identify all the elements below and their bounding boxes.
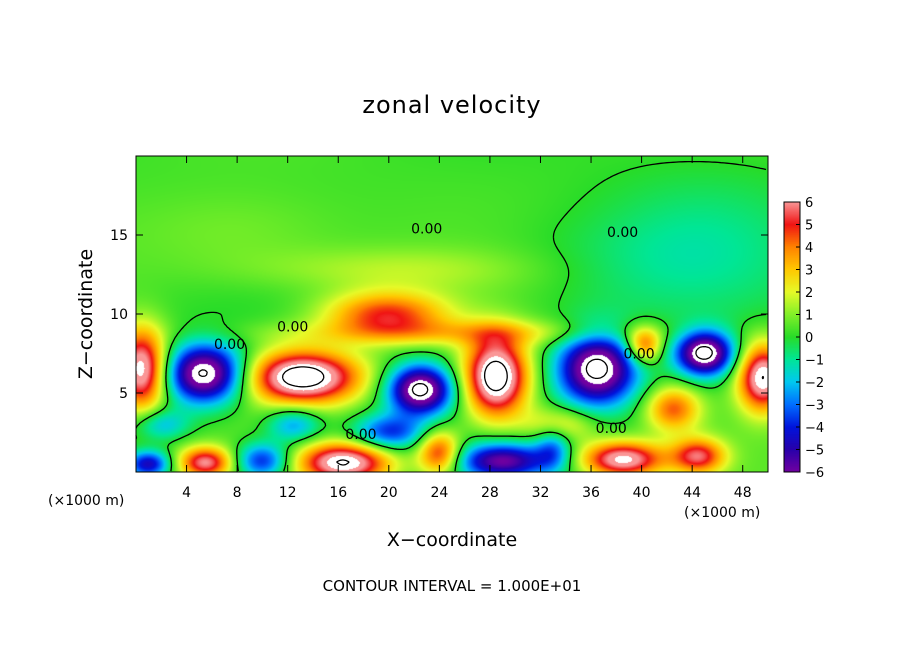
colorbar-tick-label: 4 bbox=[805, 241, 813, 256]
x-tick-label: 12 bbox=[279, 485, 297, 501]
y-axis-label: Z−coordinate bbox=[75, 249, 97, 379]
colorbar-tick-label: −3 bbox=[805, 399, 824, 414]
contour-label: 0.00 bbox=[607, 225, 638, 241]
contour-label: 0.00 bbox=[596, 421, 627, 437]
contour-line bbox=[198, 345, 713, 397]
colorbar: 6 5 4 3 2 1 0 −1 −2 −3 −4 −5 −6 bbox=[783, 196, 824, 481]
contour-label: 0.00 bbox=[214, 337, 245, 353]
plot-area: 0.00 0.00 0.00 0.00 0.00 0.00 0.00 bbox=[135, 155, 769, 473]
contour-label: 0.00 bbox=[345, 427, 376, 443]
colorbar-tick-label: 3 bbox=[805, 264, 813, 279]
x-axis-ticks: 4 8 12 16 20 24 28 32 36 40 44 48 bbox=[182, 156, 752, 501]
y-axis-ticks: 5 10 15 bbox=[110, 228, 768, 402]
contour-label: 0.00 bbox=[623, 347, 654, 363]
x-tick-label: 48 bbox=[734, 485, 752, 501]
velocity-field bbox=[136, 156, 768, 472]
colorbar-tick-label: 6 bbox=[805, 196, 813, 211]
colorbar-ticks: 6 5 4 3 2 1 0 −1 −2 −3 −4 −5 −6 bbox=[796, 196, 824, 481]
x-tick-label: 32 bbox=[532, 485, 550, 501]
colorbar-tick-label: 2 bbox=[805, 286, 813, 301]
x-axis-label: X−coordinate bbox=[387, 529, 517, 551]
contour-interval-note: CONTOUR INTERVAL = 1.000E+01 bbox=[323, 577, 582, 595]
contour-label: 0.00 bbox=[411, 222, 442, 238]
colorbar-tick-label: −5 bbox=[805, 444, 824, 459]
colorbar-tick-label: 1 bbox=[805, 309, 813, 324]
y-tick-label: 5 bbox=[119, 386, 128, 402]
colorbar-tick-label: 5 bbox=[805, 219, 813, 234]
contour-labels: 0.00 0.00 0.00 0.00 0.00 0.00 0.00 bbox=[214, 222, 655, 443]
colorbar-tick-label: 0 bbox=[805, 331, 813, 346]
contour-lines bbox=[135, 160, 767, 472]
y-tick-label: 10 bbox=[110, 307, 128, 323]
x-tick-label: 44 bbox=[683, 485, 701, 501]
x-tick-label: 24 bbox=[430, 485, 448, 501]
x-unit-left: (×1000 m) bbox=[48, 493, 124, 509]
contour-line bbox=[135, 160, 767, 472]
x-unit-right: (×1000 m) bbox=[684, 505, 760, 521]
x-tick-label: 40 bbox=[633, 485, 651, 501]
x-tick-label: 16 bbox=[329, 485, 347, 501]
x-tick-label: 28 bbox=[481, 485, 499, 501]
colorbar-tick-label: −6 bbox=[805, 466, 824, 481]
contour-line bbox=[281, 360, 765, 466]
x-tick-label: 20 bbox=[380, 485, 398, 501]
x-tick-label: 36 bbox=[582, 485, 600, 501]
x-tick-label: 4 bbox=[182, 485, 191, 501]
colorbar-tick-label: −4 bbox=[805, 421, 824, 436]
colorbar-tick-label: −2 bbox=[805, 376, 824, 391]
y-tick-label: 15 bbox=[110, 228, 128, 244]
x-tick-label: 8 bbox=[233, 485, 242, 501]
chart-title: zonal velocity bbox=[362, 91, 541, 119]
colorbar-tick-label: −1 bbox=[805, 354, 824, 369]
contour-label: 0.00 bbox=[277, 320, 308, 336]
